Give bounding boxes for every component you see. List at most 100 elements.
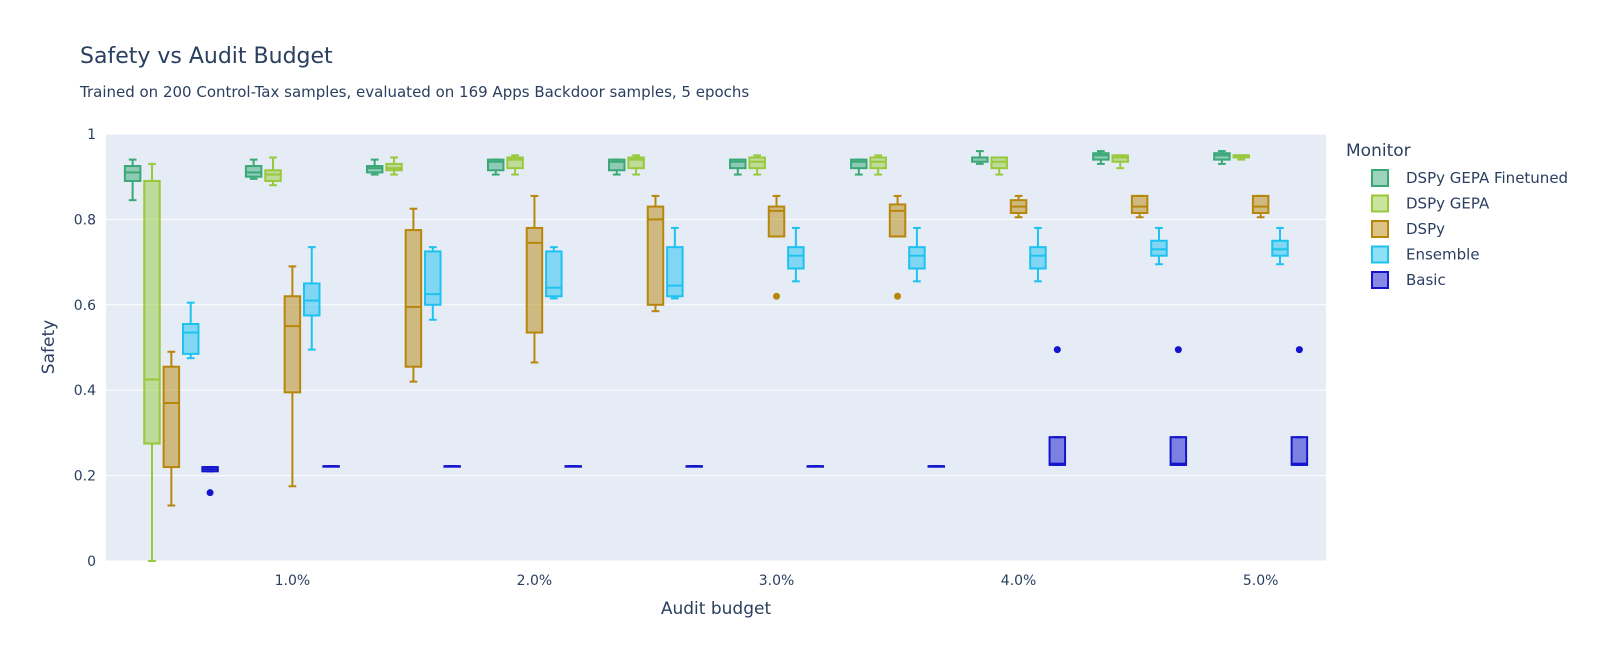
box-iqr [767, 205, 786, 238]
legend-label: DSPy GEPA [1406, 195, 1490, 213]
box-iqr [1251, 194, 1270, 214]
legend-swatch [1371, 245, 1389, 264]
box-dspy-gepa [385, 156, 403, 176]
box-iqr [748, 156, 766, 170]
box-dspy [646, 194, 665, 313]
y-axis: 0 0.2 0.4 0.6 0.8 1 [74, 127, 96, 570]
legend-title: Monitor [1346, 141, 1411, 161]
box-iqr [123, 165, 142, 182]
box-iqr [303, 282, 321, 317]
box-ensemble [1271, 226, 1289, 266]
box-dspy-gepa [990, 156, 1008, 176]
box-dspy-gepa-finetuned [1092, 150, 1110, 165]
gridlines [106, 133, 1326, 562]
box-dspy-gepa-finetuned [971, 150, 989, 165]
box-iqr [1111, 154, 1129, 163]
legend[interactable]: Monitor DSPy GEPA Finetuned DSPy GEPA DSPy E… [1346, 141, 1568, 289]
box-dspy-gepa-finetuned [244, 158, 263, 180]
legend-label: Basic [1406, 271, 1446, 289]
box-iqr [545, 250, 563, 298]
legend-swatch [1371, 220, 1389, 238]
box-dspy-gepa-finetuned [850, 158, 868, 176]
box-iqr [729, 158, 747, 170]
y-tick-label: 0.4 [74, 383, 96, 399]
box-dspy-gepa [143, 162, 161, 562]
x-tick-label: 1.0% [275, 573, 311, 589]
box-basic [685, 465, 703, 468]
legend-item-dspy-gepa[interactable]: DSPy GEPA [1371, 194, 1490, 213]
box-basic [927, 465, 946, 468]
x-tick-label: 4.0% [1001, 573, 1037, 589]
box-iqr [1048, 436, 1067, 466]
outlier-point [1295, 346, 1303, 354]
box-dspy-gepa-finetuned [486, 158, 505, 176]
box-dspy-gepa [1232, 154, 1251, 161]
box-ensemble [181, 301, 200, 360]
box-ensemble [787, 226, 805, 283]
box-dspy-gepa [506, 154, 524, 176]
box-iqr [1092, 152, 1110, 161]
box-dspy-gepa-finetuned [123, 158, 142, 202]
legend-label: Ensemble [1406, 246, 1480, 264]
outlier-point [1174, 346, 1182, 354]
legend-item-basic[interactable]: Basic [1371, 271, 1446, 289]
box-basic [443, 465, 461, 468]
box-iqr [486, 158, 505, 172]
chart-title: Safety vs Audit Budget [80, 44, 333, 69]
x-tick-label: 2.0% [517, 573, 553, 589]
box-iqr [143, 179, 161, 445]
box-ensemble [545, 246, 563, 300]
y-tick-label: 0 [87, 554, 96, 570]
legend-item-dspy-gepa-finetuned[interactable]: DSPy GEPA Finetuned [1371, 169, 1568, 187]
box-ensemble [424, 246, 442, 321]
legend-item-dspy[interactable]: DSPy [1371, 220, 1445, 238]
box-dspy [404, 207, 423, 383]
box-basic [1290, 346, 1309, 466]
box-dspy-gepa [627, 154, 645, 176]
box-iqr [666, 246, 684, 298]
box-iqr [385, 162, 403, 172]
box-basic [322, 465, 340, 468]
box-iqr [869, 156, 887, 170]
box-iqr [244, 165, 263, 178]
box-dspy [283, 265, 302, 488]
outlier-point [1053, 346, 1061, 354]
box-iqr [1290, 436, 1309, 466]
box-dspy [767, 194, 786, 300]
outlier-point [894, 292, 902, 300]
box-iqr [1130, 194, 1149, 214]
box-iqr [162, 365, 181, 469]
box-ensemble [1150, 226, 1168, 266]
box-iqr [627, 156, 645, 170]
box-iqr [787, 246, 805, 270]
box-iqr [990, 156, 1008, 170]
box-dspy-gepa [748, 154, 766, 176]
box-dspy [162, 350, 181, 507]
legend-swatch [1371, 271, 1389, 289]
box-iqr [850, 158, 868, 170]
box-ensemble [908, 226, 926, 283]
box-dspy [525, 194, 544, 364]
box-basic [1169, 346, 1188, 466]
box-dspy [888, 194, 907, 300]
box-dspy-gepa-finetuned [608, 158, 626, 176]
box-iqr [1029, 246, 1047, 270]
y-axis-title: Safety [39, 320, 59, 374]
legend-swatch [1371, 194, 1389, 213]
box-basic [201, 466, 219, 497]
legend-label: DSPy GEPA Finetuned [1406, 169, 1568, 187]
box-dspy [1251, 194, 1270, 219]
x-tick-label: 5.0% [1243, 573, 1279, 589]
legend-item-ensemble[interactable]: Ensemble [1371, 245, 1480, 264]
chart-subtitle: Trained on 200 Control-Tax samples, eval… [80, 83, 750, 101]
box-iqr [365, 165, 384, 174]
x-axis: 1.0% 2.0% 3.0% 4.0% 5.0% [275, 573, 1279, 589]
box-iqr [1271, 239, 1289, 257]
box-dspy-gepa-finetuned [365, 158, 384, 176]
legend-label: DSPy [1406, 220, 1445, 238]
box-basic [1048, 346, 1067, 466]
box-dspy-gepa-finetuned [729, 158, 747, 176]
box-dspy-gepa [869, 154, 887, 176]
box-iqr [181, 323, 200, 355]
